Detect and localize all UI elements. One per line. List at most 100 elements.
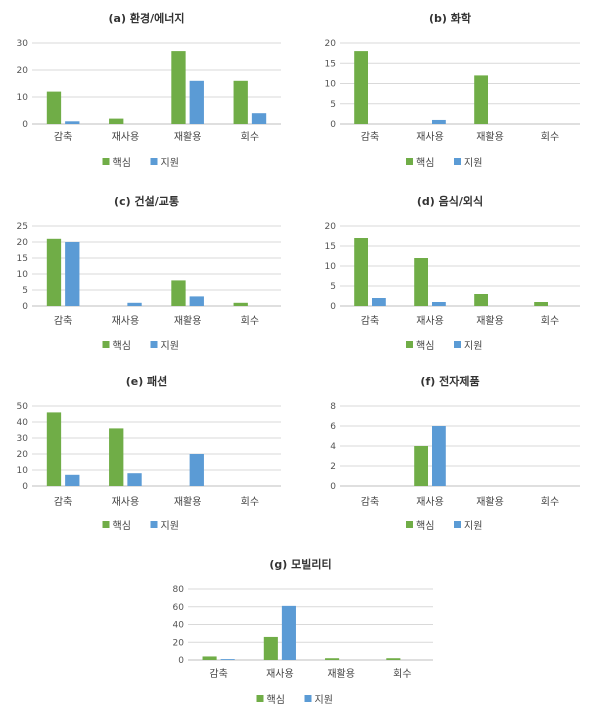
bar-support-1 (65, 121, 80, 124)
y-tick-label: 20 (17, 66, 29, 76)
bar-support-4 (251, 113, 267, 124)
y-tick-label: 10 (17, 270, 29, 280)
category-label: 감축 (54, 496, 72, 508)
legend-label-support: 지원 (161, 340, 179, 352)
bar-core-2 (414, 258, 428, 306)
bar-support-2 (281, 605, 296, 660)
bar-core-2 (109, 118, 124, 124)
legend-label-support: 지원 (464, 520, 482, 532)
category-label: 재사용 (416, 315, 444, 327)
y-tick-label: 15 (325, 59, 336, 69)
y-tick-label: 25 (17, 222, 28, 232)
legend-label-core: 핵심 (113, 340, 131, 352)
y-tick-label: 60 (173, 603, 185, 613)
chart-title: (f) 전자제품 (420, 374, 479, 388)
legend: 핵심 지원 (102, 157, 179, 169)
legend-swatch-core (406, 521, 413, 528)
category-label: 감축 (361, 496, 379, 508)
bar-core-1 (46, 238, 62, 306)
y-tick-label: 30 (17, 39, 29, 49)
legend: 핵심 지원 (256, 694, 333, 706)
category-label: 재활용 (476, 130, 504, 143)
bar-support-3 (189, 296, 204, 306)
legend-swatch-support (454, 341, 461, 348)
category-label: 회수 (541, 315, 559, 327)
chart-title: (d) 음식/외식 (417, 194, 483, 208)
category-label: 재사용 (112, 315, 140, 327)
bar-support-2 (127, 302, 142, 306)
bar-support-1 (220, 659, 235, 660)
bar-core-3 (171, 280, 186, 306)
legend-swatch-support (454, 158, 461, 165)
legend-label-support: 지원 (161, 157, 179, 169)
y-tick-label: 0 (22, 302, 28, 312)
category-label: 재사용 (112, 131, 140, 143)
y-tick-label: 10 (17, 466, 29, 476)
y-tick-label: 0 (22, 482, 28, 492)
legend-swatch-core (406, 158, 413, 165)
legend-label-support: 지원 (315, 694, 333, 706)
legend-swatch-support (150, 341, 158, 348)
y-tick-label: 0 (330, 120, 336, 130)
bar-core-2 (109, 428, 124, 486)
legend-swatch-core (102, 341, 110, 348)
y-tick-label: 0 (330, 482, 336, 492)
chart-title: (g) 모빌리티 (269, 557, 331, 571)
category-label: 회수 (393, 668, 411, 680)
bar-support-3 (189, 80, 204, 124)
y-tick-label: 40 (173, 621, 185, 631)
y-tick-label: 15 (17, 254, 28, 264)
legend: 핵심 지원 (406, 520, 482, 532)
category-label: 감축 (54, 315, 72, 327)
y-tick-label: 0 (178, 656, 184, 666)
category-label: 재사용 (112, 496, 140, 508)
legend-swatch-support (304, 695, 312, 702)
bar-core-1 (46, 91, 62, 124)
legend-label-support: 지원 (464, 340, 482, 352)
bar-core-4 (233, 302, 248, 306)
bar-support-1 (65, 474, 80, 486)
legend-label-core: 핵심 (267, 694, 285, 706)
bar-core-1 (46, 412, 62, 486)
bar-core-3 (474, 294, 488, 306)
y-tick-label: 20 (173, 638, 185, 648)
y-tick-label: 6 (330, 422, 336, 432)
category-label: 감축 (54, 131, 72, 143)
y-tick-label: 4 (330, 442, 336, 452)
category-label: 감축 (361, 131, 379, 143)
y-tick-label: 5 (22, 286, 28, 296)
y-tick-label: 0 (22, 120, 28, 130)
legend-swatch-core (102, 521, 110, 528)
legend-label-core: 핵심 (113, 520, 131, 532)
legend-label-support: 지원 (464, 157, 482, 169)
legend: 핵심 지원 (406, 340, 482, 352)
y-tick-label: 20 (17, 238, 29, 248)
legend-label-support: 지원 (161, 520, 179, 532)
legend-swatch-core (256, 695, 264, 702)
category-label: 회수 (241, 131, 259, 143)
category-label: 감축 (361, 315, 379, 327)
y-tick-label: 20 (325, 39, 337, 49)
bar-support-2 (127, 473, 142, 486)
legend-swatch-core (406, 341, 413, 348)
bar-core-2 (414, 446, 428, 486)
chart-title: (b) 화학 (429, 11, 471, 25)
y-tick-label: 5 (330, 100, 336, 110)
bar-core-2 (263, 636, 278, 660)
legend-label-core: 핵심 (113, 157, 131, 169)
category-label: 재활용 (476, 495, 504, 508)
legend-label-core: 핵심 (416, 157, 434, 169)
chart-title: (e) 패션 (126, 374, 168, 388)
legend: 핵심 지원 (102, 520, 179, 532)
bar-support-1 (65, 242, 80, 306)
legend: 핵심 지원 (102, 340, 179, 352)
bar-support-2 (432, 426, 446, 486)
